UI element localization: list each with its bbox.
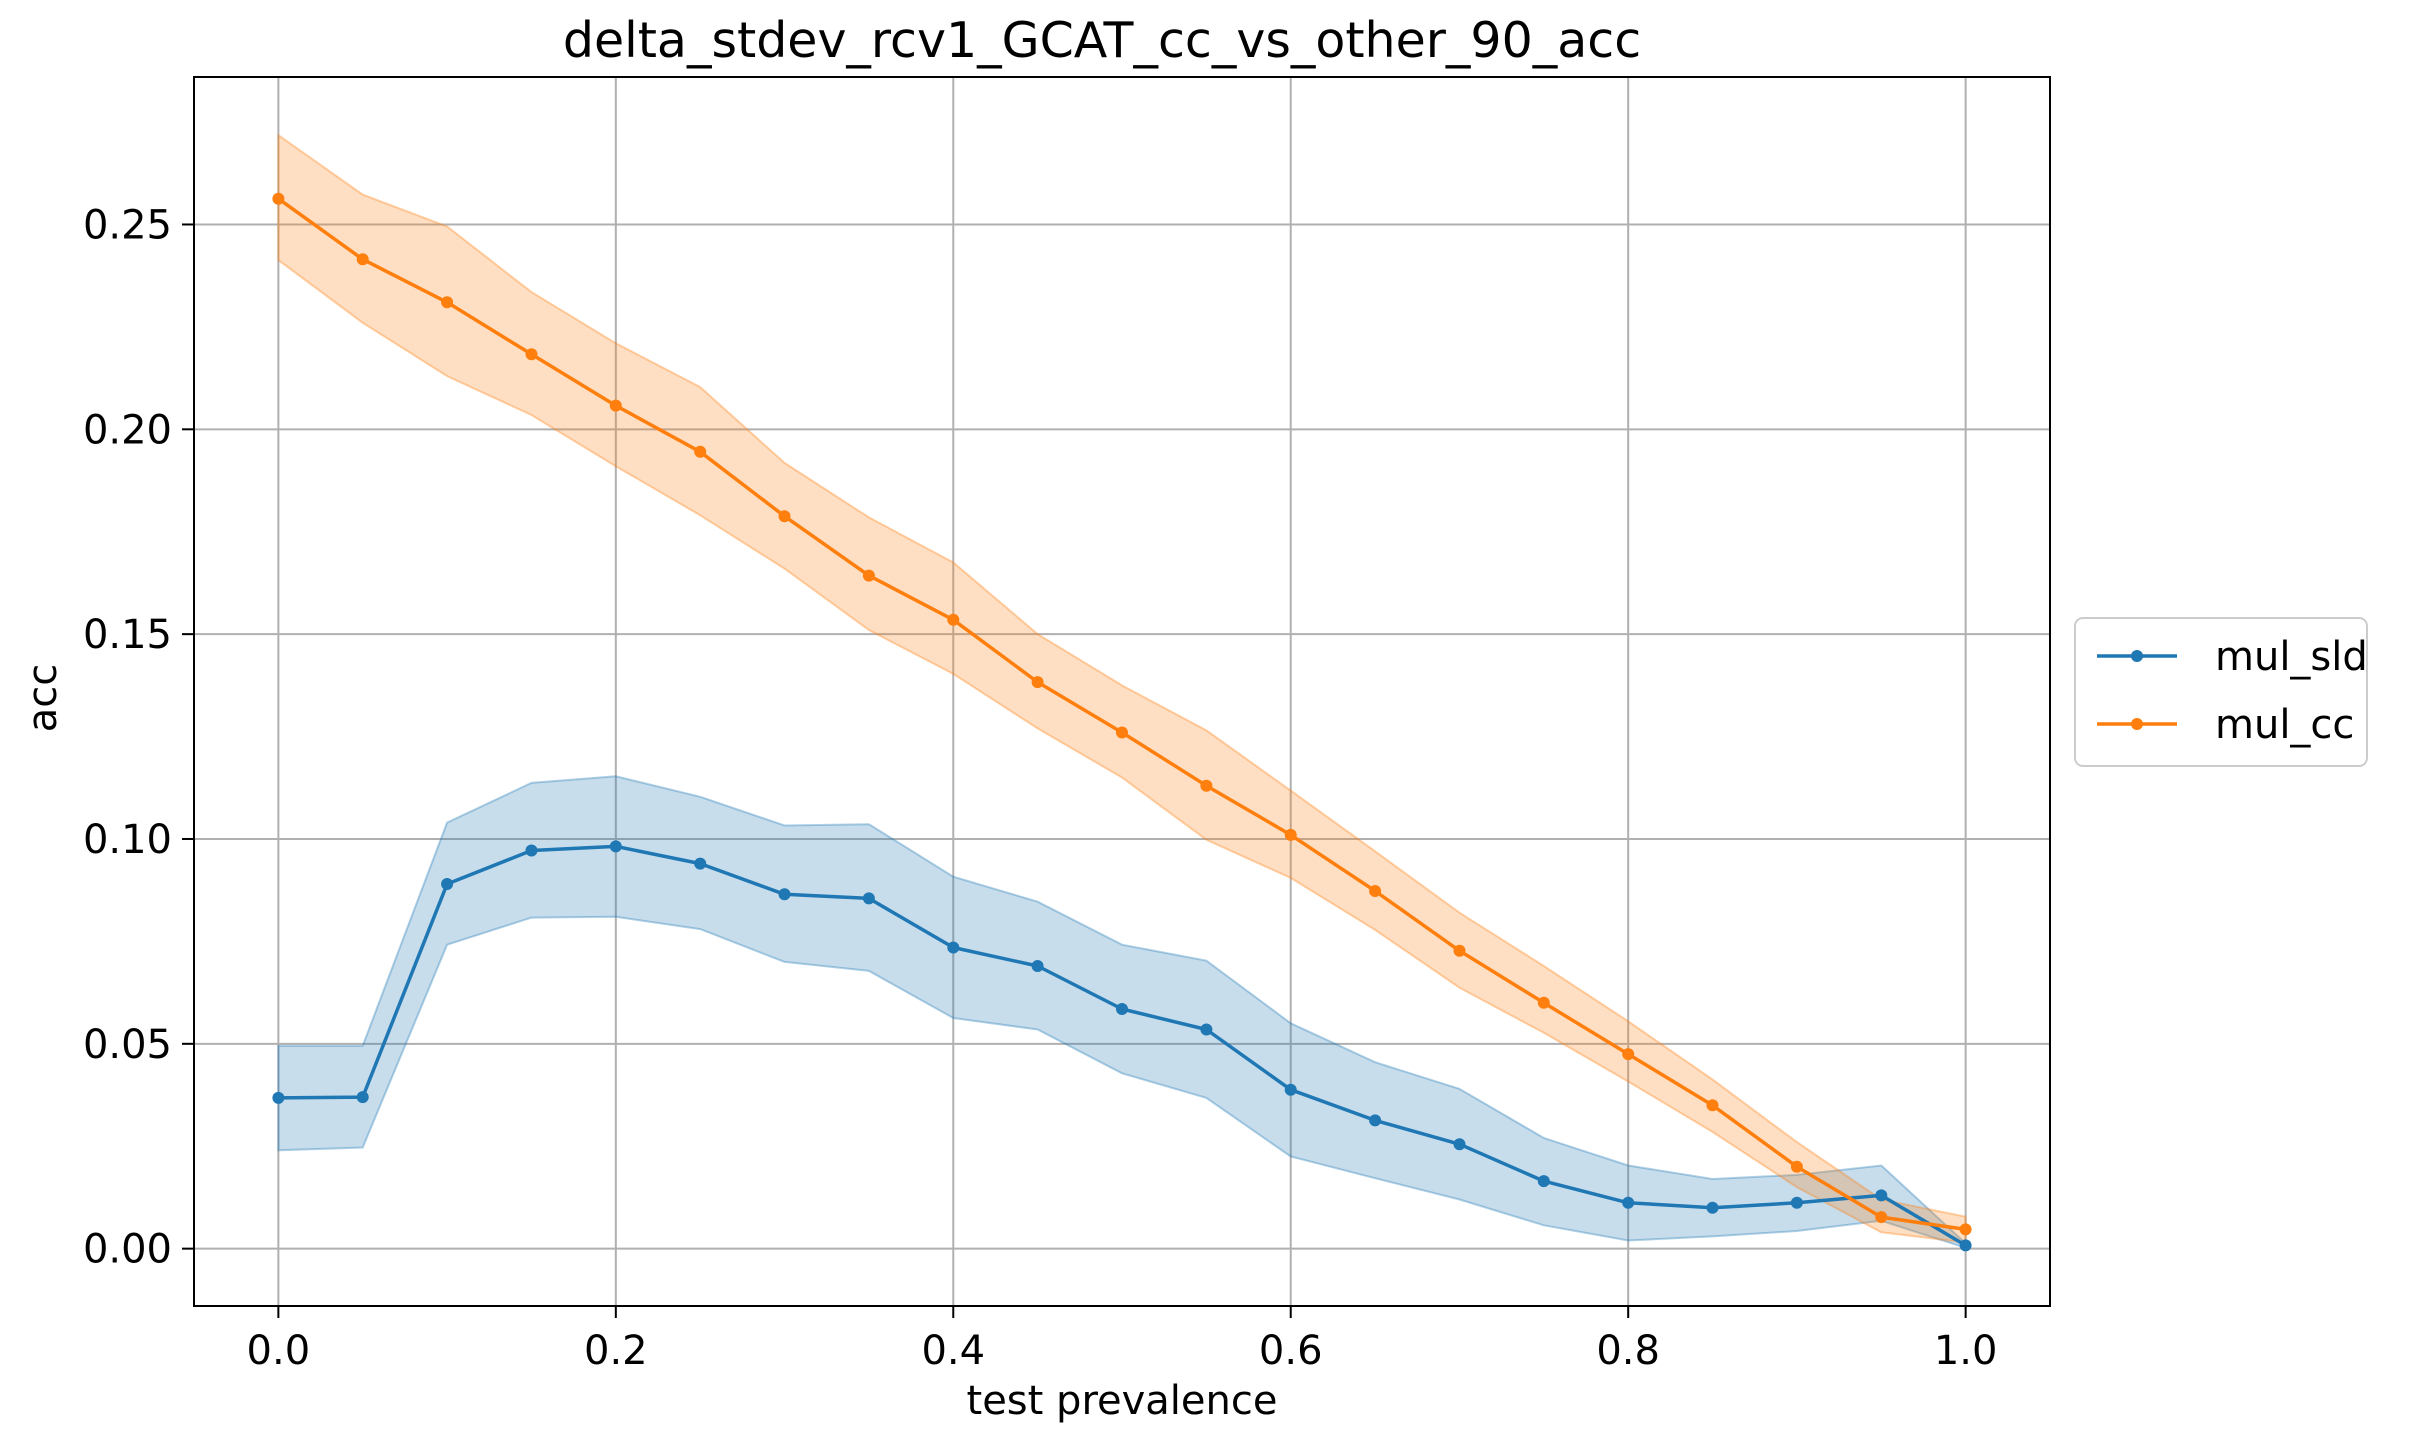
data-point-mul_sld: [1200, 1023, 1213, 1036]
y-axis-label: acc: [20, 664, 66, 733]
data-point-mul_sld: [1622, 1196, 1635, 1209]
data-point-mul_cc: [525, 348, 538, 361]
data-point-mul_cc: [1875, 1211, 1888, 1224]
y-tick-label: 0.00: [83, 1227, 172, 1273]
data-point-mul_cc: [609, 399, 622, 412]
legend: mul_sld mul_cc: [2074, 617, 2368, 767]
data-point-mul_cc: [356, 253, 369, 266]
data-point-mul_cc: [1453, 944, 1466, 957]
data-point-mul_sld: [1031, 960, 1044, 972]
data-point-mul_cc: [1537, 996, 1550, 1009]
data-point-mul_sld: [694, 857, 707, 870]
data-point-mul_cc: [1116, 726, 1128, 739]
data-point-mul_sld: [525, 844, 538, 857]
x-tick-label: 0.6: [1259, 1328, 1323, 1374]
data-point-mul_cc: [1031, 676, 1044, 689]
axes: 0.0 0.2 0.4 0.6 0.8 1.0 0.00 0.05 0.10 0.15 0.20 0.…: [83, 202, 1998, 1374]
legend-label-mul_cc: mul_cc: [2215, 702, 2354, 748]
data-point-mul_sld: [1790, 1196, 1803, 1209]
data-point-mul_cc: [1706, 1099, 1719, 1112]
data-point-mul_cc: [1959, 1223, 1972, 1236]
data-point-mul_sld: [609, 840, 622, 853]
x-tick-label: 0.2: [584, 1328, 648, 1374]
data-point-mul_sld: [1537, 1175, 1550, 1188]
x-tick-label: 0.0: [247, 1328, 311, 1374]
data-point-mul_sld: [947, 941, 960, 954]
data-point-mul_cc: [1369, 885, 1382, 897]
data-point-mul_cc: [272, 192, 285, 205]
data-point-mul_sld: [1284, 1083, 1297, 1096]
data-point-mul_cc: [1790, 1160, 1803, 1173]
x-tick-label: 0.4: [921, 1328, 985, 1374]
data-point-mul_cc: [1284, 828, 1297, 841]
x-tick-label: 0.8: [1596, 1328, 1660, 1374]
data-point-mul_cc: [862, 569, 875, 582]
x-tick-label: 1.0: [1934, 1328, 1998, 1374]
data-point-mul_sld: [1369, 1114, 1382, 1127]
y-tick-label: 0.10: [83, 817, 172, 863]
data-point-mul_sld: [1453, 1138, 1466, 1151]
legend-marker-mul_sld: [2131, 650, 2143, 662]
data-point-mul_sld: [356, 1091, 369, 1104]
legend-label-mul_sld: mul_sld: [2215, 634, 2368, 680]
y-tick-label: 0.20: [83, 407, 172, 453]
data-point-mul_cc: [947, 613, 960, 626]
plot-frame: [193, 76, 2051, 1307]
data-point-mul_sld: [778, 888, 791, 901]
data-point-mul_sld: [1116, 1003, 1128, 1015]
data-point-mul_sld: [441, 878, 454, 890]
y-tick-label: 0.15: [83, 612, 172, 658]
grid-lines: [194, 77, 2050, 1306]
data-point-mul_sld: [272, 1091, 285, 1104]
data-point-mul_cc: [441, 296, 454, 309]
x-axis-label: test prevalence: [967, 1378, 1278, 1424]
y-tick-label: 0.05: [83, 1022, 172, 1068]
data-point-mul_cc: [1200, 779, 1213, 792]
data-point-mul_cc: [1622, 1048, 1635, 1061]
data-point-mul_sld: [1706, 1201, 1719, 1214]
data-point-mul_sld: [1875, 1189, 1888, 1202]
data-point-mul_sld: [862, 892, 875, 905]
series-lines: [272, 192, 1972, 1252]
legend-marker-mul_cc: [2131, 718, 2143, 730]
data-point-mul_sld: [1959, 1239, 1972, 1252]
y-tick-label: 0.25: [83, 202, 172, 248]
data-point-mul_cc: [694, 445, 707, 458]
chart-title: delta_stdev_rcv1_GCAT_cc_vs_other_90_acc: [563, 12, 1641, 69]
data-point-mul_cc: [778, 510, 791, 523]
